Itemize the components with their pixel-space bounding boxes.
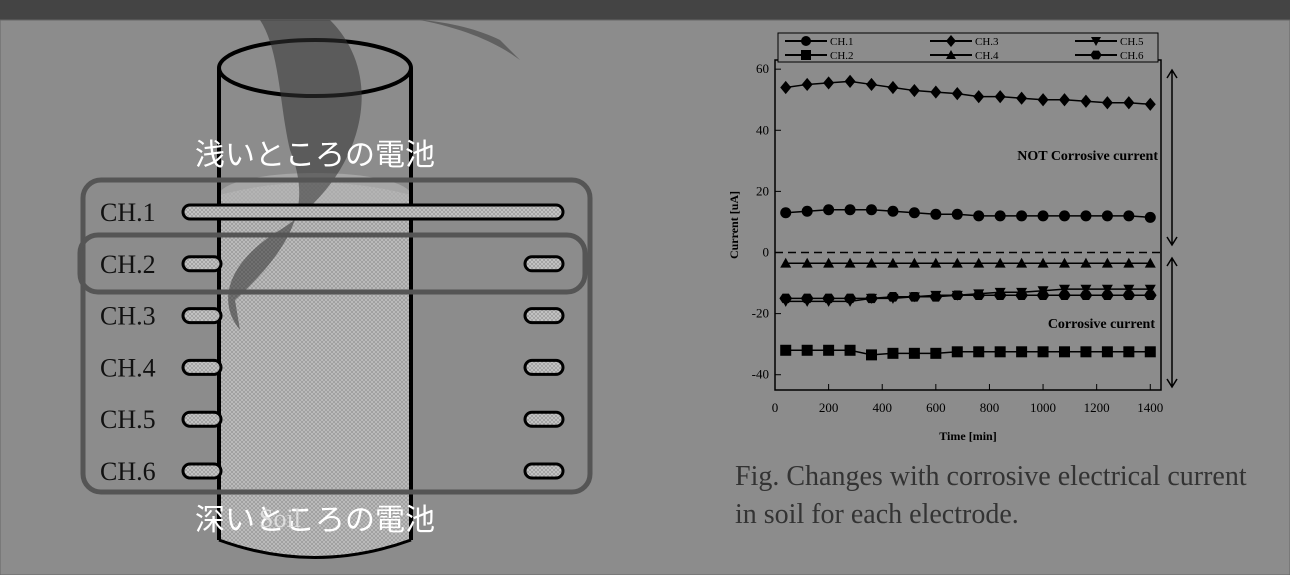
electrode xyxy=(525,360,563,374)
marker xyxy=(909,348,920,359)
plot-frame xyxy=(775,60,1161,390)
channel-label: CH.6 xyxy=(100,457,156,486)
marker xyxy=(802,206,813,217)
legend-label: CH.4 xyxy=(975,50,999,62)
electrode xyxy=(525,464,563,478)
x-tick-label: 1000 xyxy=(1030,400,1056,415)
marker xyxy=(1123,210,1134,221)
marker xyxy=(1080,210,1091,221)
marker xyxy=(801,36,811,46)
x-tick-label: 1200 xyxy=(1084,400,1110,415)
electrode xyxy=(183,205,563,219)
x-axis-label: Time [min] xyxy=(939,429,996,443)
legend-label: CH.5 xyxy=(1120,36,1144,48)
channel-label: CH.3 xyxy=(100,302,156,331)
legend-label: CH.2 xyxy=(830,50,854,62)
marker xyxy=(1016,210,1027,221)
soil-label: Soil xyxy=(259,504,301,533)
page: CH.1 CH.2 CH.3 CH.4 CH.5 CH.6 浅いところの電池 深いところの… xyxy=(0,0,1290,575)
marker xyxy=(823,204,834,215)
y-tick-label: -20 xyxy=(752,306,769,321)
marker xyxy=(930,209,941,220)
chart: NOT Corrosive current Corrosive current … xyxy=(727,33,1177,443)
deep-label: 深いところの電池 xyxy=(195,504,435,537)
marker xyxy=(802,345,813,356)
electrode xyxy=(525,309,563,323)
electrode xyxy=(183,360,221,374)
marker xyxy=(1059,210,1070,221)
x-tick-label: 200 xyxy=(819,400,839,415)
shallow-label: 浅いところの電池 xyxy=(195,139,435,172)
y-tick-label: 0 xyxy=(763,245,770,260)
marker xyxy=(1038,210,1049,221)
x-tick-label: 600 xyxy=(926,400,946,415)
electrode xyxy=(183,412,221,426)
marker xyxy=(780,345,791,356)
legend-label: CH.1 xyxy=(830,36,854,48)
x-tick-label: 1400 xyxy=(1137,400,1163,415)
electrode xyxy=(525,257,563,271)
marker xyxy=(1123,346,1134,357)
channel-label: CH.4 xyxy=(100,353,156,382)
x-tick-label: 0 xyxy=(772,400,779,415)
marker xyxy=(995,210,1006,221)
marker xyxy=(1145,346,1156,357)
marker xyxy=(973,346,984,357)
annotation: NOT Corrosive current xyxy=(1017,149,1158,164)
y-tick-label: 20 xyxy=(756,183,769,198)
header-bar xyxy=(0,0,1290,20)
electrode xyxy=(183,309,221,323)
annotation: Corrosive current xyxy=(1048,317,1156,332)
marker xyxy=(887,206,898,217)
electrode xyxy=(183,257,221,271)
marker xyxy=(845,204,856,215)
legend-label: CH.3 xyxy=(975,36,999,48)
marker xyxy=(780,207,791,218)
marker xyxy=(866,349,877,360)
marker xyxy=(1102,210,1113,221)
y-axis-label: Current [uA] xyxy=(727,191,741,259)
marker xyxy=(973,210,984,221)
marker xyxy=(1016,346,1027,357)
marker xyxy=(845,345,856,356)
y-tick-label: -40 xyxy=(752,367,769,382)
marker xyxy=(952,209,963,220)
marker xyxy=(1102,346,1113,357)
marker xyxy=(909,207,920,218)
channel-label: CH.1 xyxy=(100,198,156,227)
caption: Fig. Changes with corrosive electrical c… xyxy=(735,458,1275,534)
y-tick-label: 60 xyxy=(756,61,769,76)
marker xyxy=(952,346,963,357)
marker xyxy=(1145,212,1156,223)
y-tick-label: 40 xyxy=(756,122,769,137)
marker xyxy=(930,348,941,359)
marker xyxy=(823,345,834,356)
marker xyxy=(995,346,1006,357)
electrode xyxy=(183,464,221,478)
marker xyxy=(1038,346,1049,357)
legend-label: CH.6 xyxy=(1120,50,1144,62)
marker xyxy=(1059,346,1070,357)
marker xyxy=(801,50,811,60)
electrode xyxy=(525,412,563,426)
marker xyxy=(866,204,877,215)
soil xyxy=(219,183,411,558)
channel-label: CH.2 xyxy=(100,250,156,279)
marker xyxy=(1080,346,1091,357)
channel-label: CH.5 xyxy=(100,405,156,434)
x-tick-label: 800 xyxy=(980,400,1000,415)
marker xyxy=(887,348,898,359)
x-tick-label: 400 xyxy=(872,400,892,415)
